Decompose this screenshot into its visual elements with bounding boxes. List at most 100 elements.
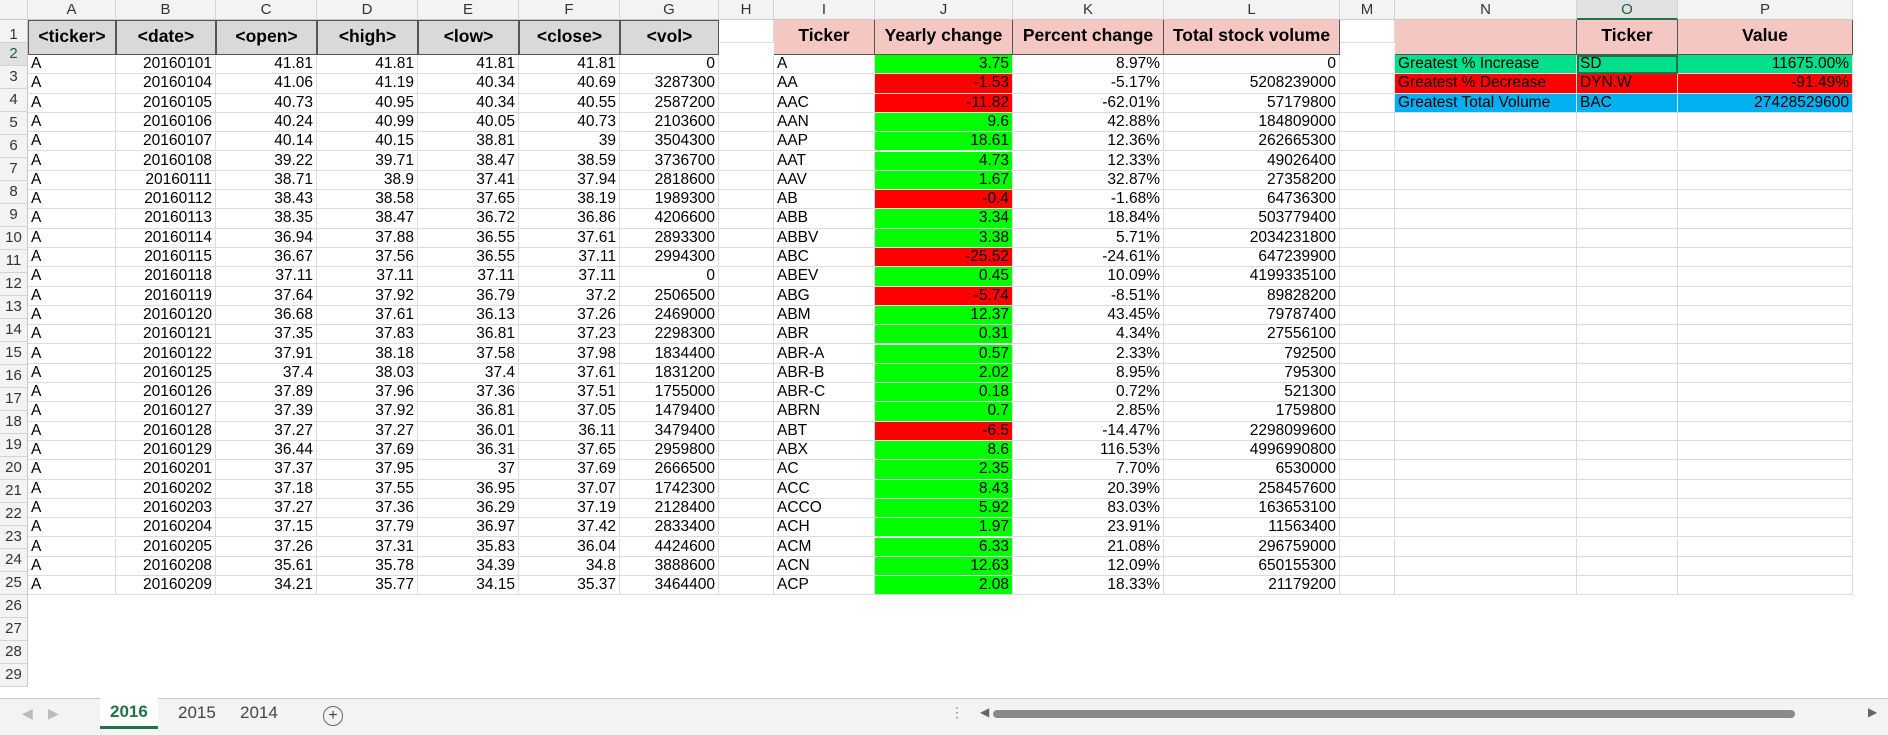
percent-change-cell[interactable]: 4.34% [1013,325,1164,345]
data-cell[interactable]: 37.58 [418,344,519,364]
yearly-change-cell[interactable]: -6.5 [875,421,1013,441]
cell[interactable] [719,248,774,268]
percent-change-cell[interactable]: 0.72% [1013,383,1164,403]
data-cell[interactable]: 20160119 [116,286,216,306]
data-cell[interactable]: 36.04 [519,537,620,557]
data-cell[interactable]: A [28,460,116,480]
data-cell[interactable]: 4206600 [620,209,719,229]
cell[interactable] [1577,190,1678,210]
data-cell[interactable]: 40.14 [216,132,317,152]
data-cell[interactable]: 1479400 [620,402,719,422]
data-cell[interactable]: 35.83 [418,537,519,557]
data-cell[interactable]: 2128400 [620,498,719,519]
data-cell[interactable]: 20160202 [116,479,216,499]
data-cell[interactable]: 36.72 [418,209,519,229]
data-cell[interactable]: 37.23 [519,325,620,345]
cell[interactable] [1395,325,1577,345]
yearly-change-cell[interactable]: 1.97 [875,518,1013,538]
cell[interactable] [719,74,774,94]
data-cell[interactable]: 20160204 [116,518,216,538]
data-cell[interactable]: 37.61 [317,305,418,326]
header-summary-ticker[interactable]: Ticker [774,20,875,55]
cell[interactable] [719,498,774,519]
row-header[interactable]: 13 [0,296,28,319]
greatest-value-cell[interactable]: 11675.00% [1678,55,1853,75]
data-cell[interactable]: 40.15 [317,132,418,152]
cell[interactable] [1340,112,1395,133]
data-cell[interactable]: 36.01 [418,421,519,441]
data-cell[interactable]: 37.35 [216,325,317,345]
cell[interactable] [1577,518,1678,538]
data-cell[interactable]: 37.69 [519,460,620,480]
cell[interactable] [1577,228,1678,248]
cell[interactable] [1577,305,1678,326]
data-cell[interactable]: A [28,344,116,364]
percent-change-cell[interactable]: 8.95% [1013,363,1164,384]
summary-ticker-cell[interactable]: ABG [774,286,875,306]
row-header[interactable]: 29 [0,664,28,687]
data-cell[interactable]: 34.15 [418,576,519,596]
total-volume-cell[interactable]: 258457600 [1164,479,1340,499]
header-greatest-ticker[interactable]: Ticker [1577,20,1678,55]
percent-change-cell[interactable]: 116.53% [1013,441,1164,461]
data-cell[interactable]: 38.18 [317,344,418,364]
yearly-change-cell[interactable]: 0.31 [875,325,1013,345]
percent-change-cell[interactable]: 23.91% [1013,518,1164,538]
total-volume-cell[interactable]: 2034231800 [1164,228,1340,248]
summary-ticker-cell[interactable]: AAT [774,151,875,171]
summary-ticker-cell[interactable]: AB [774,190,875,210]
yearly-change-cell[interactable]: 6.33 [875,537,1013,557]
data-cell[interactable]: 2818600 [620,170,719,191]
row-header[interactable]: 11 [0,250,28,273]
cell[interactable] [719,20,774,43]
data-cell[interactable]: 37.27 [317,421,418,441]
row-header[interactable]: 9 [0,204,28,227]
data-cell[interactable]: 37.11 [216,267,317,287]
data-cell[interactable]: 37.92 [317,286,418,306]
cell[interactable] [1577,383,1678,403]
cell[interactable] [1678,402,1853,422]
cell[interactable] [1395,402,1577,422]
data-cell[interactable]: A [28,537,116,557]
column-header-j[interactable]: J [875,0,1013,20]
percent-change-cell[interactable]: 83.03% [1013,498,1164,519]
percent-change-cell[interactable]: 21.08% [1013,537,1164,557]
cell[interactable] [1395,344,1577,364]
row-header[interactable]: 2 [0,43,28,66]
data-cell[interactable]: 37 [418,460,519,480]
yearly-change-cell[interactable]: 0.57 [875,344,1013,364]
cell[interactable] [719,325,774,345]
cell[interactable] [1340,305,1395,326]
data-cell[interactable]: 0 [620,55,719,75]
data-cell[interactable]: 20160126 [116,383,216,403]
cell[interactable] [1577,344,1678,364]
data-cell[interactable]: 20160128 [116,421,216,441]
sheet-tab-2016[interactable]: 2016 [100,698,158,729]
cell[interactable] [1577,479,1678,499]
cell[interactable] [719,576,774,596]
data-cell[interactable]: A [28,402,116,422]
row-header[interactable]: 3 [0,66,28,89]
cell[interactable] [1577,576,1678,596]
data-cell[interactable]: 37.05 [519,402,620,422]
data-cell[interactable]: 37.19 [519,498,620,519]
row-header[interactable]: 7 [0,158,28,181]
cell[interactable] [1678,576,1853,596]
data-cell[interactable]: 38.35 [216,209,317,229]
data-cell[interactable]: A [28,286,116,306]
data-cell[interactable]: 20160118 [116,267,216,287]
data-cell[interactable]: 2103600 [620,112,719,133]
data-cell[interactable]: 37.98 [519,344,620,364]
data-cell[interactable]: 38.19 [519,190,620,210]
yearly-change-cell[interactable]: 12.37 [875,305,1013,326]
cell[interactable] [1340,537,1395,557]
header-greatest-label[interactable] [1395,20,1577,55]
row-header[interactable]: 12 [0,273,28,296]
data-cell[interactable]: 3464400 [620,576,719,596]
data-cell[interactable]: A [28,305,116,326]
percent-change-cell[interactable]: -5.17% [1013,74,1164,94]
yearly-change-cell[interactable]: 3.38 [875,228,1013,248]
cell[interactable] [1577,402,1678,422]
data-cell[interactable]: A [28,209,116,229]
data-cell[interactable]: 20160101 [116,55,216,75]
